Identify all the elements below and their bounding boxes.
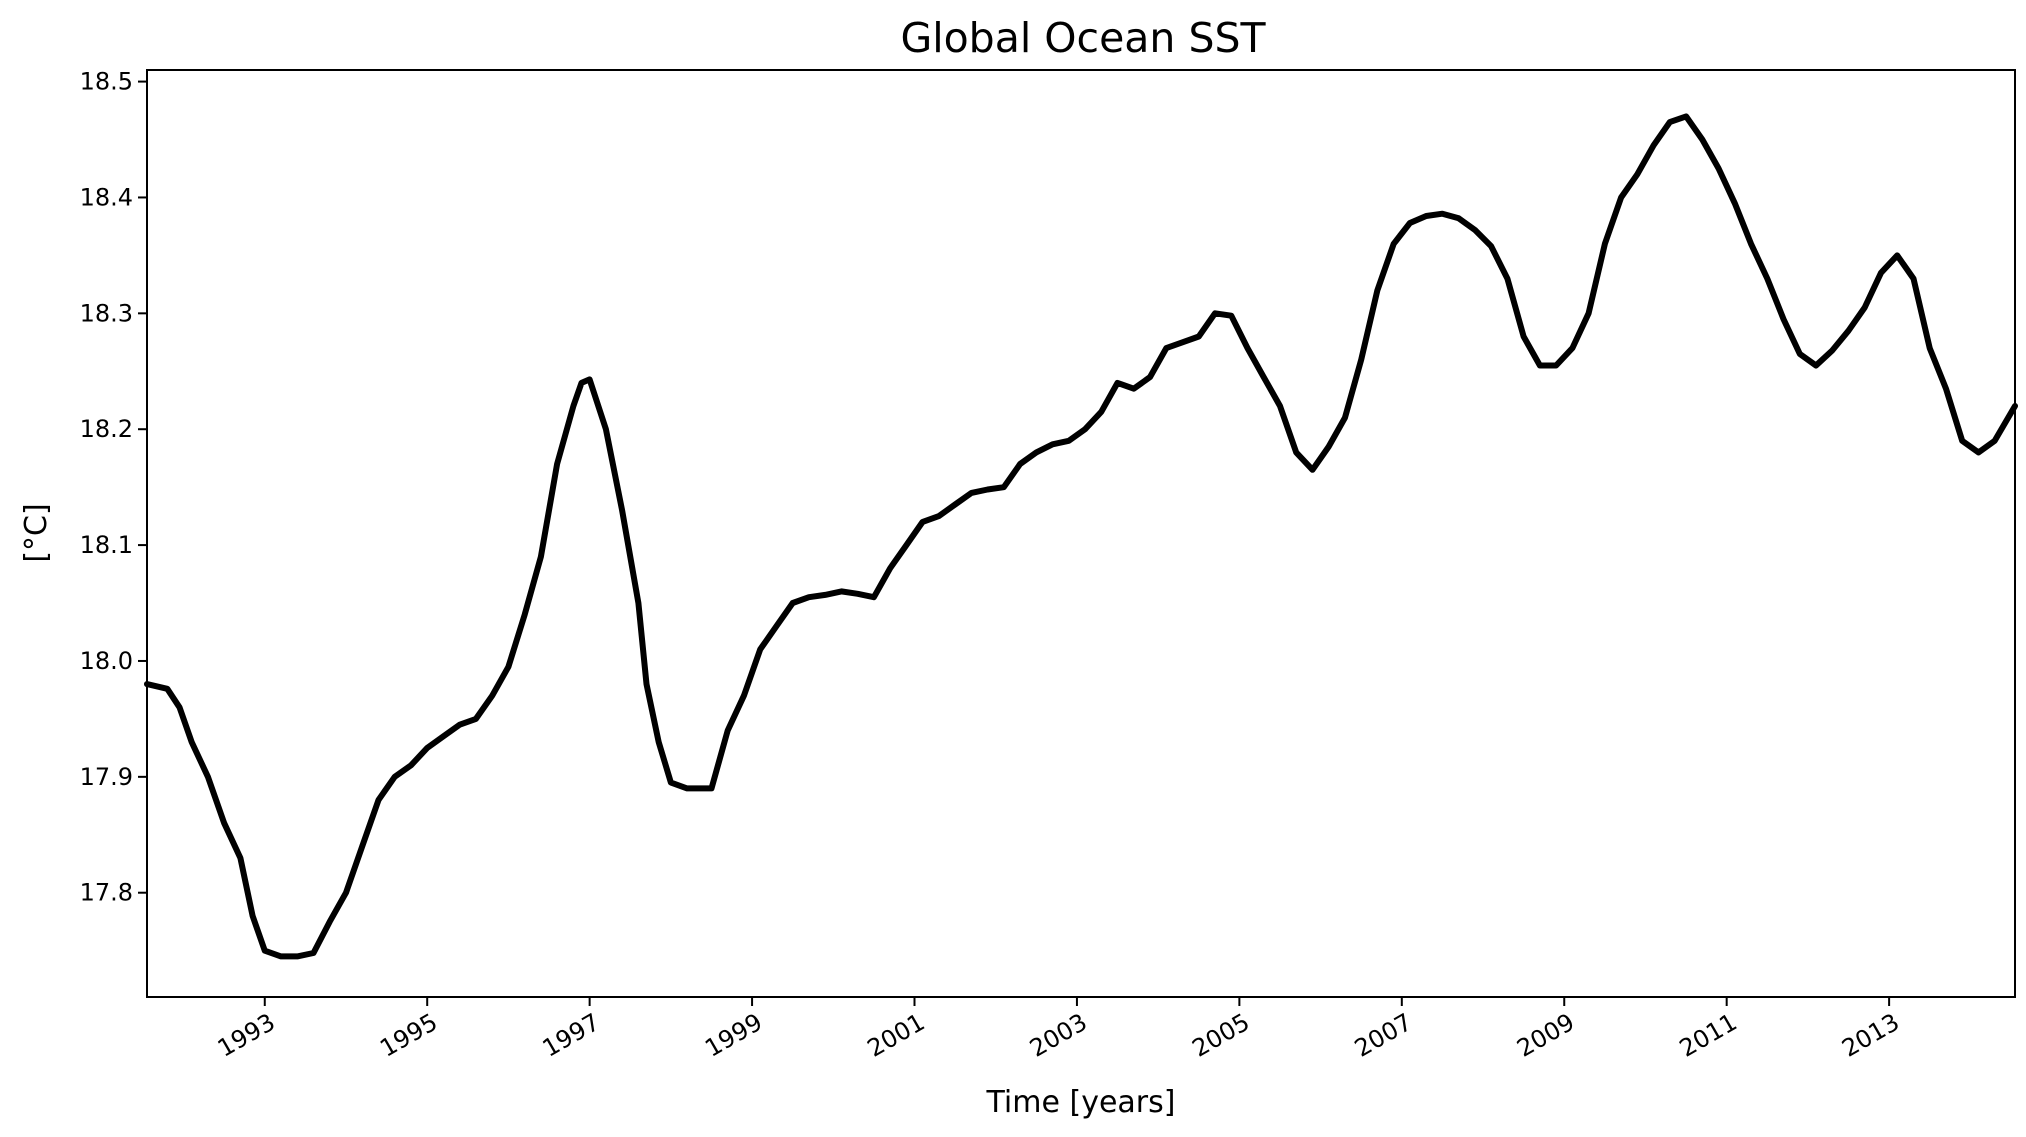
x-tick-label: 1993	[213, 1008, 280, 1063]
y-axis-label: [°C]	[19, 503, 54, 562]
y-axis: 17.8 17.9 18.0 18.1 18.2 18.3 18.4 18.5	[80, 68, 147, 907]
plot-area	[144, 69, 2018, 998]
y-tick-label: 17.9	[80, 763, 133, 791]
axes-frame	[146, 69, 2016, 998]
x-tick-label: 2013	[1837, 1008, 1904, 1063]
x-tick-label: 2007	[1350, 1008, 1417, 1063]
series-layer	[144, 113, 2018, 960]
x-tick-label: 2001	[863, 1008, 930, 1063]
x-tick-label: 1995	[375, 1008, 442, 1063]
x-tick-label: 2003	[1025, 1008, 1092, 1063]
x-tick-label: 2009	[1512, 1008, 1579, 1063]
y-tick-label: 17.8	[80, 879, 133, 907]
series-line-0	[144, 113, 2018, 960]
y-tick-label: 18.3	[80, 299, 133, 327]
y-tick-label: 18.4	[80, 183, 133, 211]
y-tick-label: 18.2	[80, 415, 133, 443]
chart-title: Global Ocean SST	[900, 14, 1266, 62]
x-tick-label: 1999	[700, 1008, 767, 1063]
x-axis: 1993 1995 1997 1999 2001 2003 2005 2007 2009 2011…	[213, 997, 1904, 1063]
y-tick-label: 18.1	[80, 531, 133, 559]
x-tick-label: 2005	[1188, 1008, 1255, 1063]
y-tick-label: 18.5	[80, 68, 133, 96]
x-axis-label: Time [years]	[986, 1085, 1176, 1120]
y-tick-label: 18.0	[80, 647, 133, 675]
x-tick-label: 1997	[538, 1008, 605, 1063]
x-tick-label: 2011	[1675, 1008, 1742, 1063]
